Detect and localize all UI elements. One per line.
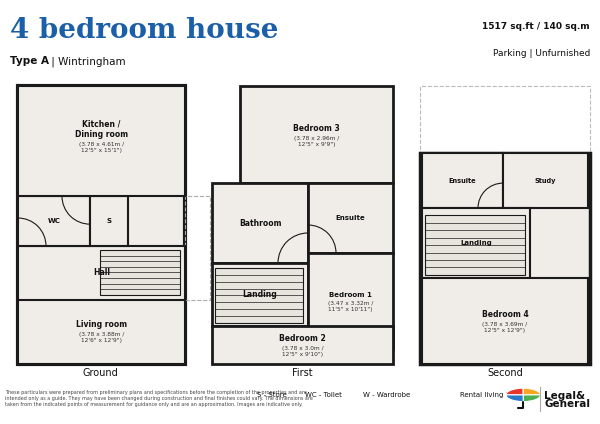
Text: Landing: Landing — [460, 240, 492, 246]
Text: Study: Study — [535, 178, 556, 184]
Text: (3.78 x 2.96m /
12'5" x 9'9"): (3.78 x 2.96m / 12'5" x 9'9") — [294, 136, 339, 147]
Text: Living room: Living room — [76, 320, 127, 329]
Text: WC - Toilet: WC - Toilet — [305, 392, 342, 398]
Text: Legal&: Legal& — [544, 391, 586, 401]
Bar — [503, 153, 588, 208]
Bar — [185, 196, 210, 300]
Text: Rental living by: Rental living by — [460, 392, 514, 398]
Text: 4 bedroom house: 4 bedroom house — [10, 17, 278, 44]
Text: S: S — [107, 218, 112, 224]
Text: These particulars were prepared from preliminary plans and specifications before: These particulars were prepared from pre… — [5, 390, 313, 407]
Text: 1517 sq.ft / 140 sq.m: 1517 sq.ft / 140 sq.m — [482, 22, 590, 31]
Bar — [425, 215, 525, 275]
Bar — [422, 278, 588, 364]
Bar — [240, 86, 393, 183]
Bar — [18, 246, 185, 300]
Bar — [18, 86, 185, 364]
Text: Ground: Ground — [82, 368, 118, 378]
Text: Bedroom 4: Bedroom 4 — [482, 310, 529, 319]
Bar — [90, 196, 128, 246]
Text: (3.78 x 3.69m /
12'5" x 12'9"): (3.78 x 3.69m / 12'5" x 12'9") — [482, 322, 527, 333]
Text: | Wintringham: | Wintringham — [48, 56, 125, 67]
Text: Ensuite: Ensuite — [335, 215, 365, 221]
Text: Bedroom 3: Bedroom 3 — [293, 124, 340, 133]
Text: First: First — [292, 368, 313, 378]
Text: Kitchen /
Dining room: Kitchen / Dining room — [75, 120, 128, 139]
Bar — [18, 196, 90, 246]
Text: (3.78 x 3.0m /
12'5" x 9'10"): (3.78 x 3.0m / 12'5" x 9'10") — [281, 346, 323, 357]
Bar — [420, 153, 590, 364]
Bar — [308, 183, 393, 253]
Bar — [422, 208, 530, 278]
Bar — [18, 298, 185, 364]
Text: Ensuite: Ensuite — [449, 178, 476, 184]
Text: Second: Second — [487, 368, 523, 378]
Bar — [422, 153, 503, 208]
Bar — [215, 268, 303, 323]
Text: (3.78 x 3.88m /
12'6" x 12'9"): (3.78 x 3.88m / 12'6" x 12'9") — [79, 332, 124, 343]
Wedge shape — [523, 395, 541, 402]
Text: Landing: Landing — [242, 290, 277, 299]
Bar — [18, 86, 185, 196]
Text: (3.78 x 4.61m /
12'5" x 15'1"): (3.78 x 4.61m / 12'5" x 15'1") — [79, 142, 124, 153]
Bar — [212, 263, 308, 326]
Text: Parking | Unfurnished: Parking | Unfurnished — [493, 49, 590, 58]
Text: Type A: Type A — [10, 56, 49, 67]
Text: Bathroom: Bathroom — [239, 219, 281, 228]
Bar — [212, 183, 308, 263]
Wedge shape — [523, 388, 541, 395]
Text: WC: WC — [47, 218, 61, 224]
Bar — [308, 253, 393, 348]
Wedge shape — [506, 395, 523, 402]
Wedge shape — [506, 388, 523, 395]
Text: (3.47 x 3.32m /
11'5" x 10'11"): (3.47 x 3.32m / 11'5" x 10'11") — [328, 301, 373, 312]
Bar — [420, 86, 590, 364]
Text: Hall: Hall — [93, 268, 110, 277]
Text: General: General — [544, 399, 590, 409]
Text: Bedroom 2: Bedroom 2 — [279, 334, 326, 343]
Text: Bedroom 1: Bedroom 1 — [329, 293, 372, 298]
Bar — [100, 250, 180, 295]
Text: W - Wardrobe: W - Wardrobe — [363, 392, 410, 398]
Bar — [212, 326, 393, 364]
Text: S - Store: S - Store — [257, 392, 287, 398]
